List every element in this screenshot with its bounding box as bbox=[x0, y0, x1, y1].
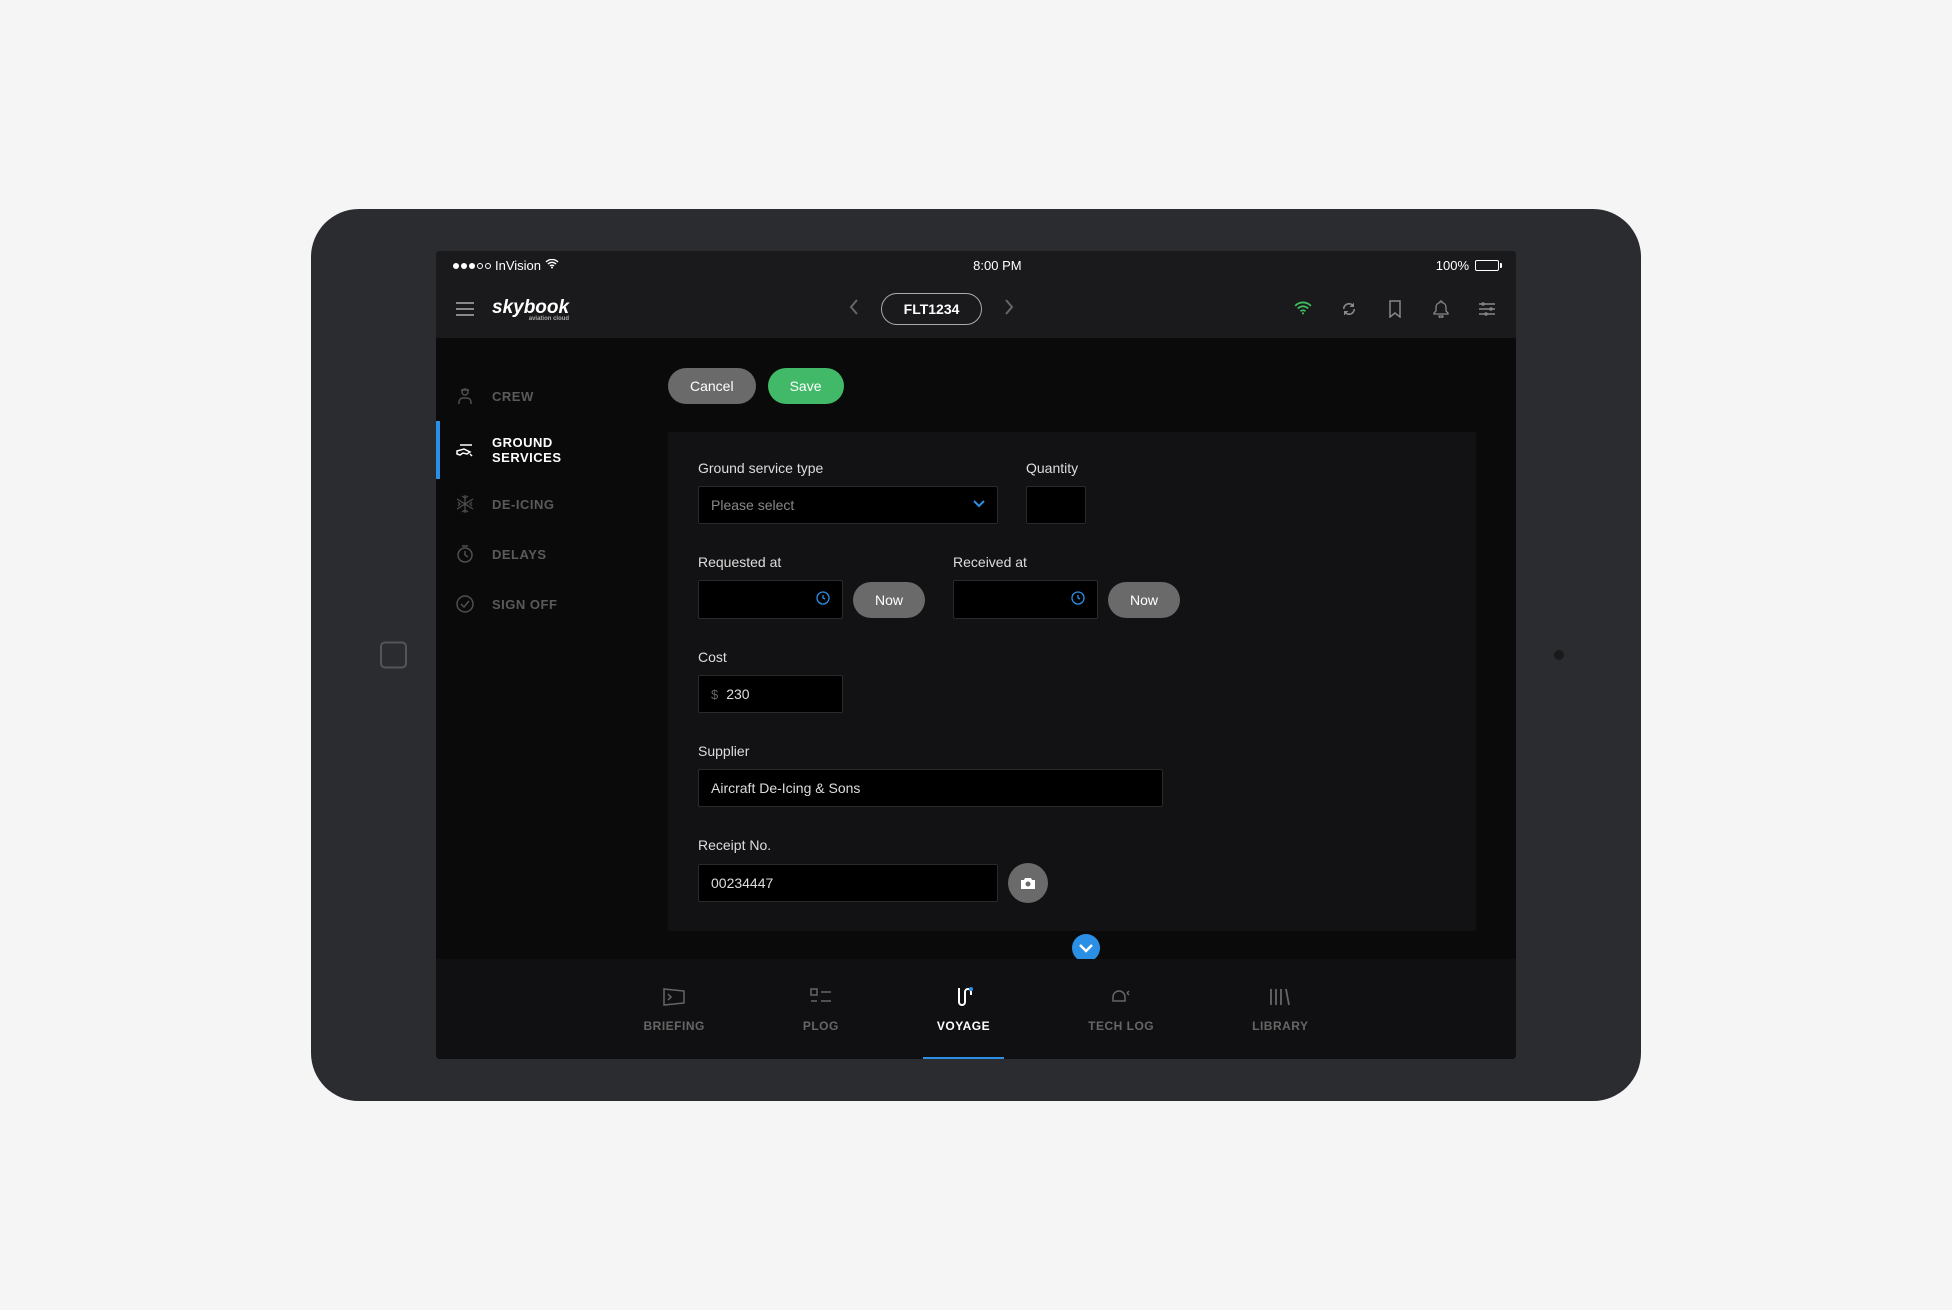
next-flight-button[interactable] bbox=[996, 292, 1023, 326]
sidebar-item-label: SIGN OFF bbox=[492, 597, 557, 612]
cost-input[interactable]: $ 230 bbox=[698, 675, 843, 713]
sidebar-item-crew[interactable]: CREW bbox=[436, 371, 656, 421]
stopwatch-icon bbox=[454, 543, 476, 565]
bottomnav-label: VOYAGE bbox=[937, 1019, 990, 1033]
sidebar-item-signoff[interactable]: SIGN OFF bbox=[436, 579, 656, 629]
sidebar-item-deicing[interactable]: DE-ICING bbox=[436, 479, 656, 529]
clock-icon bbox=[816, 591, 830, 608]
save-button[interactable]: Save bbox=[768, 368, 844, 404]
bookmark-icon[interactable] bbox=[1386, 300, 1404, 318]
bottomnav-label: LIBRARY bbox=[1252, 1019, 1308, 1033]
cost-label: Cost bbox=[698, 649, 843, 665]
requested-at-label: Requested at bbox=[698, 554, 925, 570]
currency-symbol: $ bbox=[711, 687, 718, 702]
received-at-input[interactable] bbox=[953, 580, 1098, 619]
crew-icon bbox=[454, 385, 476, 407]
bottom-nav: BRIEFING PLOG VOYAGE TECH LOG bbox=[436, 959, 1516, 1059]
sidebar-item-label: DELAYS bbox=[492, 547, 547, 562]
library-icon bbox=[1268, 985, 1292, 1009]
bottomnav-library[interactable]: LIBRARY bbox=[1238, 973, 1322, 1045]
wifi-statusbar-icon bbox=[545, 258, 559, 273]
quantity-label: Quantity bbox=[1026, 460, 1086, 476]
plog-icon bbox=[809, 985, 833, 1009]
tablet-camera bbox=[1554, 650, 1564, 660]
bottomnav-voyage[interactable]: VOYAGE bbox=[923, 973, 1004, 1045]
carrier-label: InVision bbox=[495, 258, 541, 273]
battery-icon bbox=[1475, 260, 1499, 271]
supplier-input[interactable] bbox=[698, 769, 1163, 807]
snowflake-icon bbox=[454, 493, 476, 515]
sidebar-item-label: GROUND SERVICES bbox=[492, 435, 592, 465]
bottomnav-label: BRIEFING bbox=[644, 1019, 705, 1033]
supplier-label: Supplier bbox=[698, 743, 1163, 759]
voyage-icon bbox=[951, 985, 975, 1009]
screen: InVision 8:00 PM 100% skybook aviation c… bbox=[436, 251, 1516, 1059]
statusbar: InVision 8:00 PM 100% bbox=[436, 251, 1516, 280]
briefing-icon bbox=[662, 985, 686, 1009]
refresh-icon[interactable] bbox=[1340, 300, 1358, 318]
battery-label: 100% bbox=[1436, 258, 1469, 273]
receipt-input[interactable] bbox=[698, 864, 998, 902]
techlog-icon bbox=[1109, 985, 1133, 1009]
sidebar-item-delays[interactable]: DELAYS bbox=[436, 529, 656, 579]
chevron-down-icon bbox=[973, 499, 985, 511]
ground-services-icon bbox=[454, 439, 476, 461]
cost-value: 230 bbox=[726, 686, 749, 702]
bottomnav-briefing[interactable]: BRIEFING bbox=[630, 973, 719, 1045]
requested-now-button[interactable]: Now bbox=[853, 582, 925, 618]
bottomnav-plog[interactable]: PLOG bbox=[789, 973, 853, 1045]
menu-button[interactable] bbox=[456, 302, 474, 316]
bottomnav-label: TECH LOG bbox=[1088, 1019, 1154, 1033]
sidebar: CREW GROUND SERVICES DE-ICING bbox=[436, 338, 656, 959]
receipt-label: Receipt No. bbox=[698, 837, 1048, 853]
logo: skybook aviation cloud bbox=[492, 297, 569, 322]
received-at-label: Received at bbox=[953, 554, 1180, 570]
home-button[interactable] bbox=[366, 628, 421, 683]
prev-flight-button[interactable] bbox=[840, 292, 867, 326]
clock-label: 8:00 PM bbox=[973, 258, 1021, 273]
appbar: skybook aviation cloud FLT1234 bbox=[436, 280, 1516, 338]
flight-selector[interactable]: FLT1234 bbox=[881, 293, 983, 325]
tablet-frame: InVision 8:00 PM 100% skybook aviation c… bbox=[311, 209, 1641, 1101]
ground-service-type-label: Ground service type bbox=[698, 460, 998, 476]
form-card: Ground service type Please select Quanti… bbox=[668, 432, 1476, 931]
received-now-button[interactable]: Now bbox=[1108, 582, 1180, 618]
bell-icon[interactable] bbox=[1432, 300, 1450, 318]
requested-at-input[interactable] bbox=[698, 580, 843, 619]
logo-text: skybook bbox=[492, 297, 569, 318]
settings-icon[interactable] bbox=[1478, 300, 1496, 318]
camera-button[interactable] bbox=[1008, 863, 1048, 903]
sidebar-item-ground-services[interactable]: GROUND SERVICES bbox=[436, 421, 656, 479]
bottomnav-techlog[interactable]: TECH LOG bbox=[1074, 973, 1168, 1045]
scroll-down-button[interactable] bbox=[1072, 934, 1100, 959]
bottomnav-label: PLOG bbox=[803, 1019, 839, 1033]
wifi-icon[interactable] bbox=[1294, 300, 1312, 318]
quantity-input[interactable] bbox=[1026, 486, 1086, 524]
ground-service-type-select[interactable]: Please select bbox=[698, 486, 998, 524]
select-placeholder: Please select bbox=[711, 497, 794, 513]
sidebar-item-label: DE-ICING bbox=[492, 497, 555, 512]
signal-dots bbox=[453, 263, 491, 269]
content: Cancel Save Ground service type Please s… bbox=[656, 338, 1516, 959]
check-circle-icon bbox=[454, 593, 476, 615]
clock-icon bbox=[1071, 591, 1085, 608]
cancel-button[interactable]: Cancel bbox=[668, 368, 756, 404]
sidebar-item-label: CREW bbox=[492, 389, 534, 404]
